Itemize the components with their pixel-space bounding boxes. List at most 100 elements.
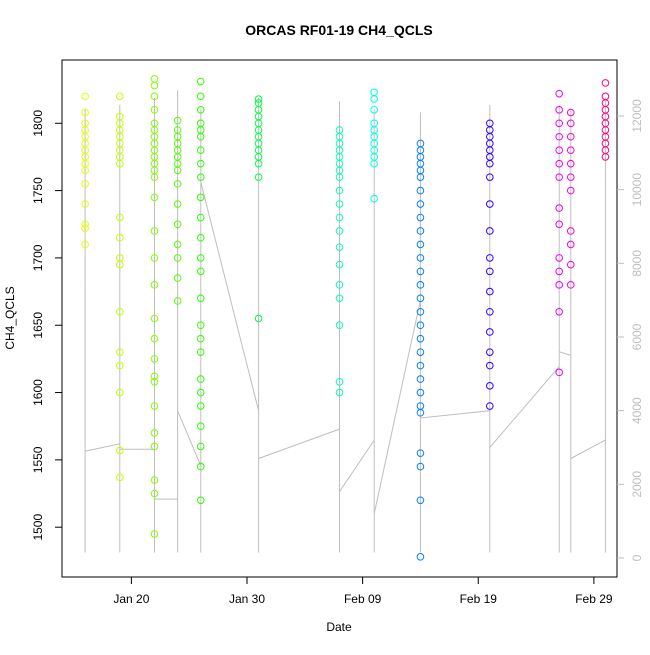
data-point: [335, 200, 344, 208]
data-point: [196, 106, 205, 114]
data-point: [486, 159, 494, 168]
data-point: [416, 254, 425, 262]
data-point: [150, 227, 159, 235]
data-point: [566, 108, 575, 117]
data-point: [416, 227, 425, 235]
data-point: [555, 204, 563, 212]
data-point: [566, 132, 575, 141]
y-tick-label: 1750: [31, 177, 45, 204]
altitude-line: [84, 90, 606, 553]
data-point: [416, 294, 425, 303]
data-point: [486, 328, 494, 336]
data-point: [416, 361, 425, 370]
data-point: [555, 89, 563, 98]
data-point: [116, 213, 124, 222]
data-point: [150, 442, 159, 451]
data-point: [566, 240, 575, 249]
data-point: [254, 173, 263, 181]
chart-title: ORCAS RF01-19 CH4_QCLS: [245, 22, 433, 38]
data-point: [566, 159, 575, 168]
data-point: [416, 321, 425, 330]
data-point: [150, 429, 159, 437]
data-point: [116, 473, 124, 482]
data-point: [416, 240, 425, 249]
data-point: [555, 159, 563, 168]
data-point: [335, 227, 344, 235]
y-tick-label: 1700: [31, 244, 45, 271]
data-point: [601, 153, 610, 161]
data-point: [566, 281, 575, 289]
data-point: [81, 240, 89, 249]
data-point: [196, 132, 205, 141]
data-point: [116, 307, 124, 316]
data-point: [486, 348, 494, 356]
data-point: [555, 254, 563, 262]
data-point: [555, 281, 563, 289]
data-point: [173, 274, 182, 282]
data-point: [196, 267, 205, 276]
data-point: [566, 186, 575, 195]
data-point: [150, 402, 159, 410]
data-point: [116, 233, 124, 242]
y-tick-label: 1500: [31, 514, 45, 541]
y2-tick-label: 8000: [630, 250, 644, 277]
data-point: [173, 200, 182, 208]
data-point: [416, 496, 425, 505]
data-point: [173, 240, 182, 249]
data-point: [150, 355, 159, 363]
data-point: [370, 95, 378, 103]
data-point: [196, 213, 205, 222]
y2-tick-label: 12000: [630, 99, 644, 133]
data-point: [416, 348, 425, 356]
data-point: [416, 281, 425, 289]
data-point: [196, 77, 205, 86]
data-point: [416, 307, 425, 316]
data-point: [335, 321, 344, 330]
data-point: [486, 200, 494, 208]
data-point: [196, 159, 205, 168]
data-point: [555, 173, 563, 181]
y-tick-label: 1800: [31, 110, 45, 137]
data-point: [335, 213, 344, 222]
data-point: [81, 166, 89, 175]
data-point: [81, 108, 89, 117]
y2-tick-label: 10000: [630, 173, 644, 207]
data-point: [81, 224, 89, 233]
y-axis-label: CH4_QCLS: [3, 286, 17, 349]
data-point: [150, 476, 159, 484]
data-point: [555, 119, 563, 128]
data-point: [486, 361, 494, 370]
data-point: [196, 193, 205, 202]
data-point: [196, 442, 205, 451]
data-point: [196, 233, 205, 242]
data-point: [486, 227, 494, 235]
data-point: [196, 348, 205, 356]
data-point: [555, 307, 563, 316]
data-point: [416, 186, 425, 195]
data-point: [335, 281, 344, 289]
data-point: [81, 180, 89, 188]
data-point: [370, 106, 378, 114]
data-point: [254, 159, 263, 168]
data-point: [196, 422, 205, 431]
data-point: [486, 173, 494, 181]
data-point: [335, 243, 344, 251]
data-point: [416, 553, 425, 561]
data-point: [196, 334, 205, 343]
data-point: [173, 116, 182, 125]
data-point: [150, 173, 159, 181]
x-tick-label: Jan 20: [113, 592, 149, 606]
data-point: [601, 79, 610, 87]
data-point: [116, 446, 124, 455]
data-point: [486, 307, 494, 316]
plot-frame: [61, 59, 618, 578]
data-point: [486, 287, 494, 296]
data-point: [196, 388, 205, 397]
x-axis-label: Date: [326, 620, 352, 634]
x-tick-label: Feb 19: [460, 592, 498, 606]
y-tick-label: 1550: [31, 446, 45, 473]
data-point: [150, 314, 159, 323]
data-point: [555, 267, 563, 276]
data-point: [150, 92, 159, 101]
